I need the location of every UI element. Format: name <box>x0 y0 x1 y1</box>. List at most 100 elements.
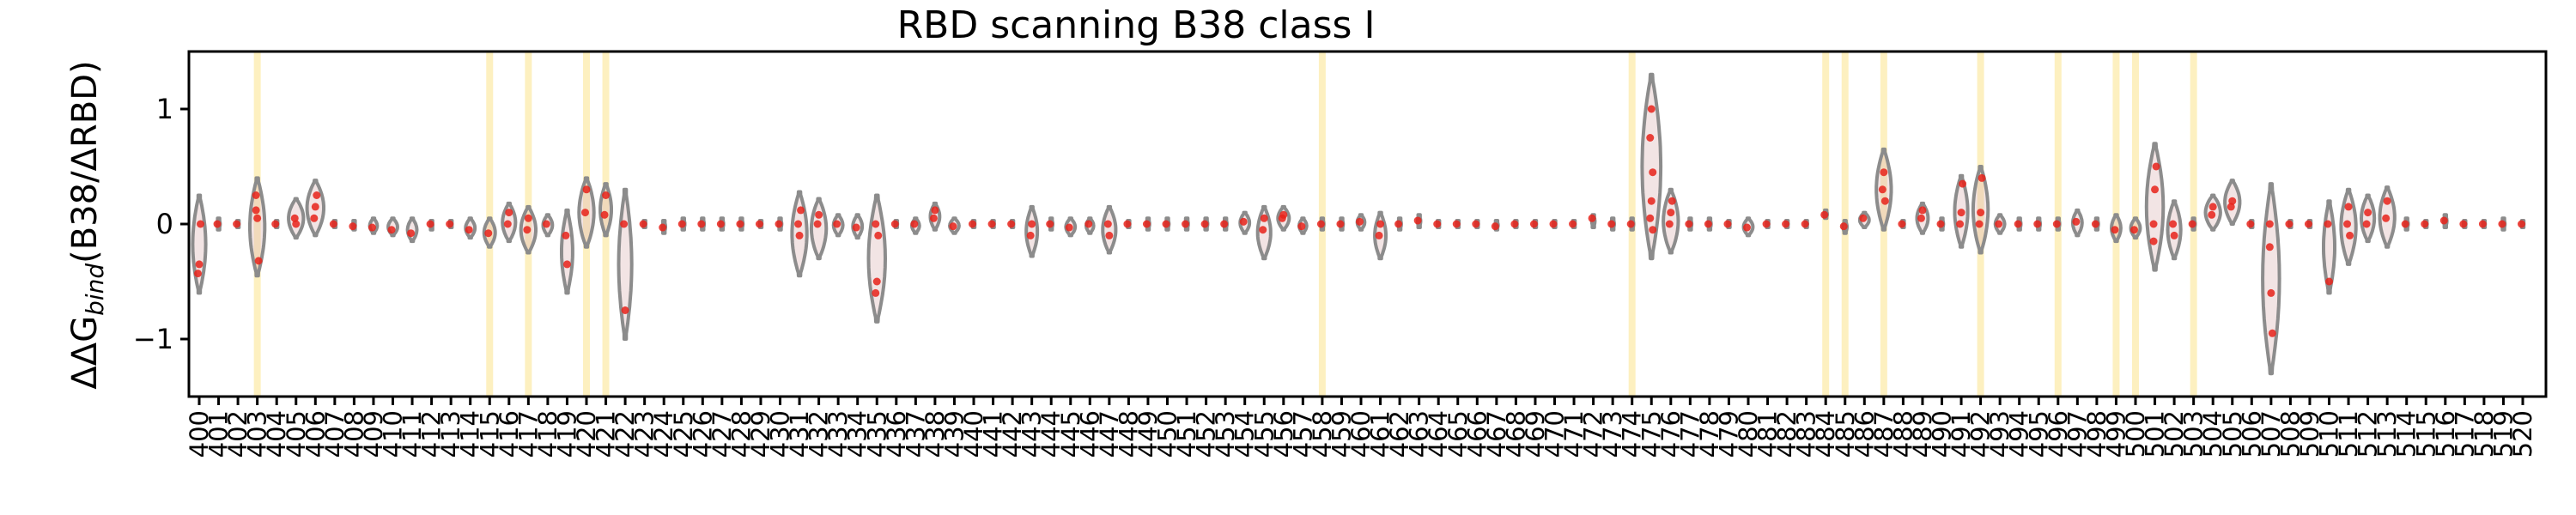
x-tick-label-462: 462 <box>1385 410 1414 457</box>
data-point-477-0 <box>1685 220 1693 228</box>
x-tick-label-426: 426 <box>688 410 717 457</box>
data-point-455-1 <box>1260 214 1268 222</box>
data-point-444-0 <box>1046 220 1054 228</box>
x-tick-label-514: 514 <box>2392 410 2421 457</box>
data-point-491-2 <box>1959 179 1967 188</box>
x-tick-label-430: 430 <box>766 410 795 457</box>
x-tick-label-400: 400 <box>185 410 214 457</box>
x-tick-label-484: 484 <box>1811 410 1840 457</box>
data-point-475-1 <box>1647 197 1656 205</box>
violin-512 <box>2360 193 2377 244</box>
data-point-443-0 <box>1026 231 1035 239</box>
data-point-411-0 <box>407 229 416 238</box>
data-point-478-0 <box>1704 220 1712 228</box>
data-point-454-0 <box>1239 217 1248 226</box>
data-point-410-0 <box>387 226 396 234</box>
data-point-436-0 <box>890 220 899 228</box>
x-tick-label-422: 422 <box>611 410 640 457</box>
data-point-442-0 <box>1007 220 1016 228</box>
data-point-438-1 <box>931 206 939 215</box>
x-tick-label-438: 438 <box>920 410 950 457</box>
data-point-481-0 <box>1762 220 1771 228</box>
data-point-513-0 <box>2382 214 2391 222</box>
x-tick-label-485: 485 <box>1831 410 1860 457</box>
data-point-434-0 <box>852 223 860 232</box>
x-tick-label-452: 452 <box>1192 410 1221 457</box>
data-point-429-0 <box>755 220 763 228</box>
x-tick-label-431: 431 <box>785 410 814 457</box>
violin-502 <box>2166 199 2183 261</box>
data-point-475-3 <box>1646 134 1655 142</box>
highlight-band-417 <box>525 52 532 397</box>
x-tick-label-423: 423 <box>630 410 659 457</box>
x-tick-label-451: 451 <box>1172 410 1201 457</box>
x-tick-label-471: 471 <box>1559 410 1589 457</box>
data-point-435-2 <box>874 231 883 239</box>
x-tick-label-401: 401 <box>204 410 234 457</box>
data-point-408-0 <box>349 222 357 231</box>
data-point-457-0 <box>1297 222 1306 231</box>
highlight-band-484 <box>1822 52 1830 397</box>
data-point-431-2 <box>797 206 805 215</box>
data-point-519-0 <box>2498 220 2506 228</box>
x-tick-label-437: 437 <box>901 410 930 457</box>
x-tick-label-446: 446 <box>1075 410 1104 457</box>
x-tick-label-488: 488 <box>1888 410 1917 457</box>
violin-435 <box>866 193 887 324</box>
x-tick-label-433: 433 <box>823 410 853 457</box>
data-point-440-0 <box>969 220 976 228</box>
data-point-505-1 <box>2228 197 2237 205</box>
data-point-443-1 <box>1028 220 1036 228</box>
data-point-491-1 <box>1957 209 1965 217</box>
x-tick-label-520: 520 <box>2508 410 2537 457</box>
data-point-438-0 <box>929 214 938 222</box>
data-point-470-0 <box>1549 220 1558 228</box>
data-point-428-0 <box>736 220 744 228</box>
highlight-band-403 <box>253 52 261 397</box>
data-point-423-0 <box>639 220 647 228</box>
data-point-404-0 <box>271 220 280 228</box>
data-point-463-0 <box>1413 216 1422 225</box>
data-point-419-1 <box>562 260 571 269</box>
data-point-403-0 <box>252 206 260 215</box>
x-tick-label-429: 429 <box>746 410 775 457</box>
data-point-405-0 <box>290 214 299 222</box>
x-tick-label-450: 450 <box>1153 410 1182 457</box>
x-tick-label-486: 486 <box>1850 410 1879 457</box>
data-point-431-0 <box>794 220 803 228</box>
violin-443 <box>1024 204 1040 258</box>
x-tick-label-434: 434 <box>843 410 872 457</box>
data-point-453-0 <box>1220 220 1229 228</box>
x-tick-label-454: 454 <box>1230 410 1260 457</box>
chart-title: RBD scanning B38 class I <box>897 3 1376 47</box>
x-tick-label-440: 440 <box>959 410 988 457</box>
x-tick-label-469: 469 <box>1521 410 1550 457</box>
data-point-449-0 <box>1142 220 1151 228</box>
data-point-511-1 <box>2344 203 2353 211</box>
x-tick-label-508: 508 <box>2275 410 2305 457</box>
data-point-435-3 <box>872 220 880 228</box>
data-point-517-0 <box>2459 220 2468 228</box>
x-tick-label-480: 480 <box>1734 410 1763 457</box>
data-point-439-0 <box>949 222 957 231</box>
data-point-501-2 <box>2152 162 2160 171</box>
x-tick-label-432: 432 <box>805 410 834 457</box>
data-point-515-0 <box>2421 220 2429 228</box>
data-point-447-0 <box>1103 220 1112 228</box>
y-axis-label-prefix: ΔΔG <box>65 316 105 390</box>
data-point-445-0 <box>1065 223 1073 232</box>
data-point-409-0 <box>368 223 376 232</box>
violin-501 <box>2144 142 2166 272</box>
highlight-band-487 <box>1880 52 1887 397</box>
x-tick-label-517: 517 <box>2450 410 2479 457</box>
data-point-427-0 <box>716 220 725 228</box>
x-tick-label-410: 410 <box>379 410 408 457</box>
data-point-505-0 <box>2227 203 2235 211</box>
data-point-462-0 <box>1394 220 1403 228</box>
x-tick-label-512: 512 <box>2354 410 2383 457</box>
x-tick-label-501: 501 <box>2141 410 2170 457</box>
data-point-406-2 <box>313 191 321 199</box>
x-tick-label-427: 427 <box>708 410 737 457</box>
data-point-469-0 <box>1529 220 1538 228</box>
data-point-512-0 <box>2362 220 2371 228</box>
